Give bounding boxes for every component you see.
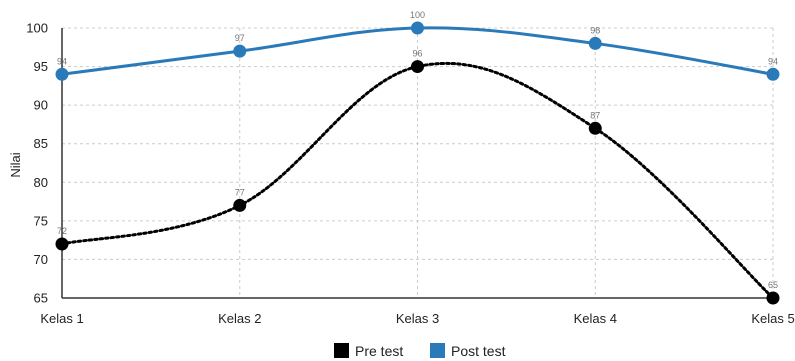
data-point-post-test bbox=[233, 44, 247, 58]
data-label-post-test: 94 bbox=[768, 56, 778, 66]
legend: Pre test Post test bbox=[334, 343, 506, 359]
data-label-pre-test: 65 bbox=[768, 280, 778, 290]
legend-swatch-post-test bbox=[430, 343, 445, 358]
y-tick-label: 75 bbox=[34, 213, 48, 228]
data-label-pre-test: 96 bbox=[412, 49, 422, 59]
data-point-pre-test bbox=[766, 291, 780, 305]
y-axis-label: Nilai bbox=[8, 152, 23, 177]
data-point-post-test bbox=[588, 36, 602, 50]
data-label-post-test: 97 bbox=[235, 33, 245, 43]
x-tick-labels: Kelas 1 Kelas 2 Kelas 3 Kelas 4 Kelas 5 bbox=[40, 311, 794, 326]
data-label-pre-test: 87 bbox=[590, 110, 600, 120]
y-tick-label: 65 bbox=[34, 291, 48, 306]
y-tick-label: 85 bbox=[34, 136, 48, 151]
y-tick-label: 70 bbox=[34, 252, 48, 267]
data-point-pre-test bbox=[55, 237, 69, 251]
x-tick-label: Kelas 2 bbox=[218, 311, 261, 326]
series-group: 72 77 96 87 65 94 97 100 98 94 bbox=[55, 10, 780, 305]
x-tick-label: Kelas 5 bbox=[751, 311, 794, 326]
data-label-post-test: 100 bbox=[410, 10, 425, 20]
data-point-pre-test bbox=[233, 198, 247, 212]
x-tick-label: Kelas 4 bbox=[574, 311, 617, 326]
legend-label-post-test: Post test bbox=[451, 343, 506, 359]
data-label-post-test: 94 bbox=[57, 56, 67, 66]
data-label-pre-test: 72 bbox=[57, 226, 67, 236]
x-tick-label: Kelas 3 bbox=[396, 311, 439, 326]
data-point-pre-test bbox=[588, 121, 602, 135]
y-tick-label: 90 bbox=[34, 98, 48, 113]
x-tick-label: Kelas 1 bbox=[40, 311, 83, 326]
data-label-post-test: 98 bbox=[590, 25, 600, 35]
data-label-pre-test: 77 bbox=[235, 187, 245, 197]
data-point-post-test bbox=[411, 21, 424, 35]
legend-swatch-pre-test bbox=[334, 343, 349, 358]
data-point-post-test bbox=[766, 67, 780, 81]
y-tick-label: 100 bbox=[26, 21, 48, 36]
y-tick-label: 95 bbox=[34, 59, 48, 74]
data-point-post-test bbox=[55, 67, 69, 81]
legend-label-pre-test: Pre test bbox=[355, 343, 403, 359]
data-point-pre-test bbox=[411, 60, 424, 74]
y-tick-labels: 65 70 75 80 85 90 95 100 bbox=[26, 21, 48, 306]
y-tick-label: 80 bbox=[34, 175, 48, 190]
